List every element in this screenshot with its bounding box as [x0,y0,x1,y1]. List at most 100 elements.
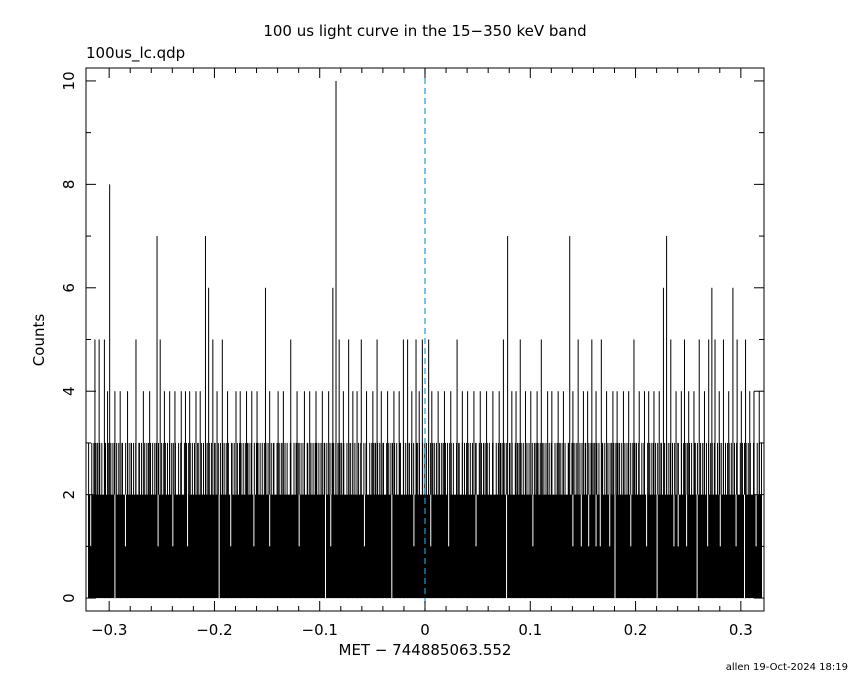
count-peak [577,339,579,599]
count-gap [609,494,611,547]
count-peak [683,339,685,599]
count-peak [562,391,564,599]
count-bar [657,442,659,599]
count-bar [121,442,123,599]
count-peak [103,339,105,599]
count-bar [674,442,676,599]
count-peak [135,339,137,599]
count-bar [97,442,99,599]
count-peak [360,339,362,599]
count-bar [518,442,520,599]
count-peak [728,391,730,599]
count-bar [214,442,216,599]
count-peak [163,391,165,599]
count-bar [509,442,511,599]
count-gap [532,494,534,547]
count-bar [164,442,166,599]
count-bar [694,442,696,599]
count-bar [284,442,286,599]
footer-timestamp: allen 19-Oct-2024 18:19 [725,662,848,673]
count-bar [626,442,628,599]
count-peak [119,391,121,599]
count-bar [425,442,427,599]
count-peak [98,339,100,599]
count-gap [157,494,159,547]
count-peak [212,339,214,599]
count-bar [101,442,103,599]
count-bar [324,442,326,599]
count-peak [169,391,171,599]
count-peak [180,391,182,599]
count-peak [511,391,513,599]
count-peak [450,391,452,599]
count-bar [206,442,208,599]
count-peak [107,391,109,599]
count-bar [310,442,312,599]
count-bar [233,442,235,599]
count-bar [471,442,473,599]
count-bar [615,442,617,599]
count-bar [613,442,615,599]
count-bar [528,442,530,599]
count-peak [415,339,417,599]
count-bar [533,442,535,599]
count-bar [495,442,497,599]
count-bar [276,442,278,599]
count-bar [316,442,318,599]
count-bar [375,442,377,599]
count-peak [519,339,521,599]
count-bar [745,442,747,599]
count-bar [452,442,454,599]
count-bar [594,442,596,599]
count-bar [93,442,95,599]
count-bar [255,442,257,599]
count-bar [624,442,626,599]
count-bar [467,442,469,599]
count-bar [545,442,547,599]
count-bar [193,442,195,599]
count-bar [312,442,314,599]
count-bar [186,442,188,599]
count-bar [760,442,762,599]
count-bar [596,442,598,599]
count-bar [558,442,560,599]
count-peak [648,391,650,599]
count-peak [309,391,311,599]
count-peak [479,391,481,599]
count-bar [360,442,362,599]
count-bar [602,442,604,599]
count-peak [332,287,334,599]
count-peak [208,287,210,599]
count-peak [142,391,144,599]
count-peak [221,339,223,599]
count-gap [114,494,116,599]
count-peak [195,391,197,599]
count-bar [668,442,670,599]
count-bar [297,442,299,599]
count-bar [382,442,384,599]
count-peak [94,339,96,599]
count-bar [601,442,603,599]
count-bar [295,442,297,599]
count-peak [398,391,400,599]
count-bar [736,442,738,599]
count-peak [714,339,716,599]
count-bar [129,442,131,599]
count-bar [522,442,524,599]
count-peak [437,391,439,599]
count-peak [303,391,305,599]
count-bar [339,442,341,599]
x-axis-label: MET − 744885063.552 [339,641,512,659]
count-bar [469,442,471,599]
count-bar [592,442,594,599]
count-gap [172,494,174,547]
count-peak [239,391,241,599]
count-bar [144,442,146,599]
count-peak [149,391,151,599]
count-bar [607,442,609,599]
count-peak [109,184,111,599]
count-bar [516,442,518,599]
count-peak [633,339,635,599]
count-peak [736,339,738,599]
count-bar [649,442,651,599]
